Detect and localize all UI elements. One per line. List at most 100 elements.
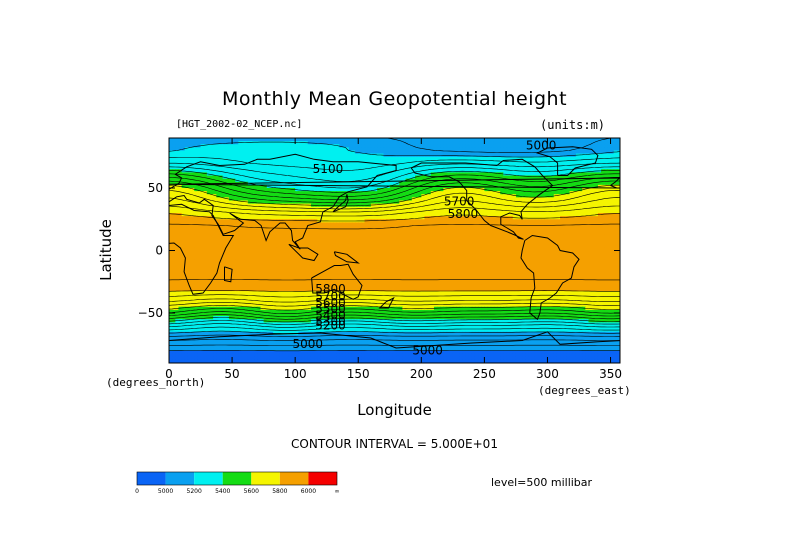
height-band-cell: [228, 138, 233, 142]
height-band-cell: [433, 147, 438, 152]
height-band-cell: [402, 144, 407, 148]
height-band-cell: [575, 147, 580, 152]
height-band-cell: [279, 147, 284, 152]
height-band-cell: [563, 144, 567, 148]
height-band-cell: [446, 138, 451, 142]
height-band-cell: [604, 141, 608, 145]
height-band-cell: [197, 147, 202, 152]
height-band-cell: [468, 144, 473, 148]
height-band-cell: [509, 138, 514, 142]
height-band-cell: [377, 156, 381, 161]
height-band-cell: [538, 153, 542, 158]
height-band-cell: [210, 138, 214, 142]
height-band-cell: [503, 153, 508, 158]
height-band-cell: [468, 138, 473, 142]
height-band-cell: [503, 138, 508, 142]
height-band-cell: [408, 138, 413, 142]
height-band-cell: [506, 138, 511, 142]
units-label: (units:m): [540, 118, 606, 132]
height-band-cell: [569, 150, 574, 155]
height-band-cell: [582, 147, 586, 152]
height-band-cell: [339, 147, 344, 152]
height-band-cell: [172, 150, 176, 155]
height-band-cell: [427, 156, 432, 161]
height-band-cell: [367, 153, 372, 158]
height-band-cell: [251, 150, 255, 155]
height-band-cell: [493, 153, 498, 158]
height-band-cell: [430, 150, 435, 155]
height-band-cell: [269, 141, 274, 145]
height-band-cell: [556, 141, 561, 145]
height-band-cell: [522, 156, 526, 161]
height-band-cell: [222, 159, 227, 164]
height-band-cell: [443, 147, 448, 152]
height-band-cell: [191, 156, 195, 161]
height-band-cell: [383, 147, 388, 152]
height-band-cell: [225, 138, 230, 142]
height-band-cell: [288, 159, 293, 164]
height-band-cell: [509, 156, 514, 161]
height-band-cell: [367, 138, 372, 142]
height-band-cell: [364, 144, 369, 148]
height-band-cell: [402, 147, 407, 152]
height-band-cell: [298, 150, 303, 155]
height-band-cell: [292, 153, 296, 158]
height-band-cell: [509, 153, 514, 158]
height-band-cell: [512, 138, 517, 142]
height-band-cell: [178, 147, 183, 152]
height-band-cell: [478, 144, 482, 148]
height-band-cell: [449, 147, 454, 152]
height-band-cell: [358, 141, 362, 145]
height-band-cell: [194, 141, 198, 145]
height-band-cell: [314, 141, 318, 145]
height-band-cell: [440, 156, 444, 161]
height-band-cell: [377, 159, 381, 164]
height-band-cell: [370, 153, 375, 158]
height-band-cell: [582, 153, 586, 158]
height-band-cell: [333, 141, 337, 145]
height-band-cell: [175, 141, 180, 145]
height-band-cell: [509, 150, 514, 155]
height-band-cell: [490, 153, 495, 158]
height-band-cell: [515, 138, 520, 142]
height-band-cell: [613, 147, 618, 152]
height-band-cell: [310, 144, 315, 148]
height-band-cell: [279, 138, 284, 142]
height-band-cell: [295, 141, 299, 145]
height-band-cell: [263, 156, 268, 161]
height-band-cell: [399, 144, 403, 148]
height-band-cell: [386, 141, 391, 145]
height-band-cell: [169, 150, 173, 155]
height-band-cell: [579, 150, 583, 155]
height-band-cell: [225, 144, 230, 148]
height-band-cell: [616, 144, 620, 148]
height-band-cell: [465, 153, 470, 158]
height-band-cell: [560, 141, 564, 145]
height-band-cell: [295, 144, 299, 148]
height-band-cell: [528, 147, 533, 152]
height-band-cell: [386, 147, 391, 152]
height-band-cell: [575, 144, 580, 148]
height-band-cell: [222, 141, 227, 145]
height-band-cell: [392, 159, 397, 164]
height-band-cell: [522, 144, 526, 148]
height-band-cell: [323, 138, 328, 142]
height-band-cell: [531, 156, 536, 161]
height-band-cell: [269, 159, 274, 164]
height-band-cell: [443, 150, 448, 155]
height-band-cell: [582, 141, 586, 145]
height-band-cell: [260, 150, 265, 155]
height-band-cell: [194, 153, 198, 158]
height-band-cell: [560, 144, 564, 148]
height-band-cell: [295, 147, 299, 152]
height-band-cell: [402, 141, 407, 145]
height-band-cell: [181, 159, 186, 164]
height-band-cell: [181, 153, 186, 158]
height-band-cell: [232, 153, 236, 158]
height-band-cell: [519, 156, 523, 161]
height-band-cell: [585, 138, 590, 142]
height-band-cell: [418, 150, 422, 155]
height-band-cell: [597, 144, 602, 148]
height-band-cell: [440, 138, 444, 142]
height-band-cell: [260, 147, 265, 152]
